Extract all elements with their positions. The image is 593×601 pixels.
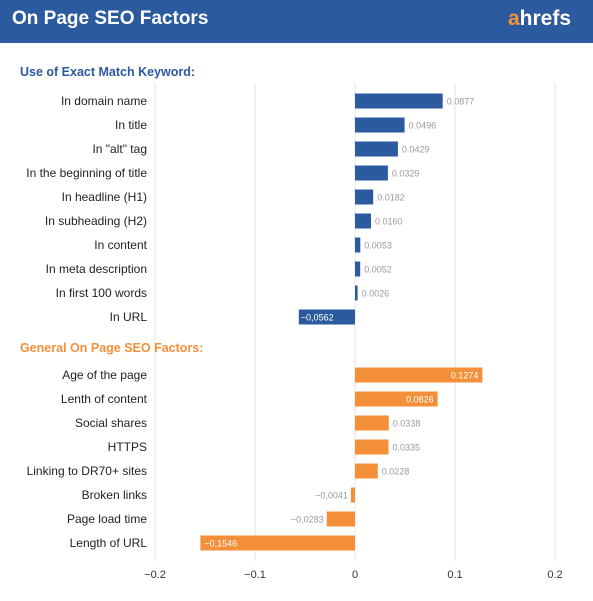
- bar-value-label: 0.0026: [362, 289, 390, 299]
- bar-label: Length of URL: [70, 536, 148, 550]
- bar-value-label: −0,0283: [291, 515, 324, 525]
- group-title: Use of Exact Match Keyword:: [20, 65, 195, 79]
- bar: [355, 93, 443, 109]
- logo-rest: hrefs: [519, 7, 571, 30]
- bar-label: Page load time: [67, 512, 147, 526]
- bar: [355, 415, 389, 431]
- bar-label: In URL: [110, 310, 148, 324]
- bar-value-label: 0.0329: [392, 169, 420, 179]
- bar-value-label: −0,1546: [204, 539, 237, 549]
- bar: [355, 463, 378, 479]
- bar-label: Linking to DR70+ sites: [27, 464, 147, 478]
- x-tick-label: −0.2: [144, 569, 166, 581]
- bar-value-label: 0.0826: [406, 395, 434, 405]
- bar-value-label: 0.0052: [364, 265, 392, 275]
- bar: [355, 261, 361, 277]
- bar-value-label: −0,0041: [315, 491, 348, 501]
- bar-label: In "alt" tag: [92, 142, 147, 156]
- bar: [355, 285, 358, 301]
- x-tick-label: 0: [352, 569, 358, 581]
- bar-value-label: −0,0562: [301, 313, 334, 323]
- bar: [326, 511, 355, 527]
- bar: [355, 367, 483, 383]
- bar: [355, 117, 405, 133]
- bar: [355, 213, 371, 229]
- bar-label: Broken links: [82, 488, 147, 502]
- group-title: General On Page SEO Factors:: [20, 341, 203, 355]
- bar: [350, 487, 355, 503]
- bar-value-label: 0.0053: [364, 241, 392, 251]
- bar-label: Lenth of content: [61, 392, 148, 406]
- bar: [355, 391, 438, 407]
- bar: [355, 189, 374, 205]
- bar-value-label: 0.0182: [377, 193, 405, 203]
- bar: [298, 309, 355, 325]
- logo-first-letter: a: [507, 7, 520, 30]
- bar-value-label: 0.0335: [393, 443, 421, 453]
- bar-label: In meta description: [46, 262, 147, 276]
- bar: [355, 165, 388, 181]
- bar-value-label: 0.0496: [409, 121, 437, 131]
- bar-chart: −0.2 −0.1 0 0.1 0.2 Use of Exact Match Keywor…: [20, 65, 563, 581]
- ahrefs-logo: ahrefs: [508, 7, 571, 31]
- bar-label: In domain name: [61, 94, 147, 108]
- bar-value-label: 0.0338: [393, 419, 421, 429]
- bar-label: In subheading (H2): [45, 214, 147, 228]
- bar-label: In title: [115, 118, 147, 132]
- bar-value-label: 0.0877: [447, 97, 475, 107]
- bar-label: In the beginning of title: [26, 166, 147, 180]
- page-title: On Page SEO Factors: [12, 8, 209, 29]
- bar-label: In headline (H1): [62, 190, 147, 204]
- bar-value-label: 0.1274: [451, 371, 479, 381]
- header-bar: On Page SEO Factors ahrefs: [0, 0, 593, 43]
- bar-value-label: 0.0429: [402, 145, 430, 155]
- x-tick-label: −0.1: [244, 569, 266, 581]
- bar-label: In content: [94, 238, 147, 252]
- x-tick-label: 0.1: [447, 569, 462, 581]
- bar: [355, 439, 389, 455]
- bar-label: Social shares: [75, 416, 147, 430]
- bar-value-label: 0.0228: [382, 467, 410, 477]
- bar: [200, 535, 355, 551]
- bar-label: HTTPS: [108, 440, 147, 454]
- bar-value-label: 0.0160: [375, 217, 403, 227]
- bar-label: In first 100 words: [56, 286, 147, 300]
- chart-area: −0.2 −0.1 0 0.1 0.2 Use of Exact Match Keywor…: [0, 43, 593, 601]
- bar: [355, 141, 398, 157]
- bar: [355, 237, 361, 253]
- x-tick-label: 0.2: [547, 569, 562, 581]
- bar-label: Age of the page: [62, 368, 147, 382]
